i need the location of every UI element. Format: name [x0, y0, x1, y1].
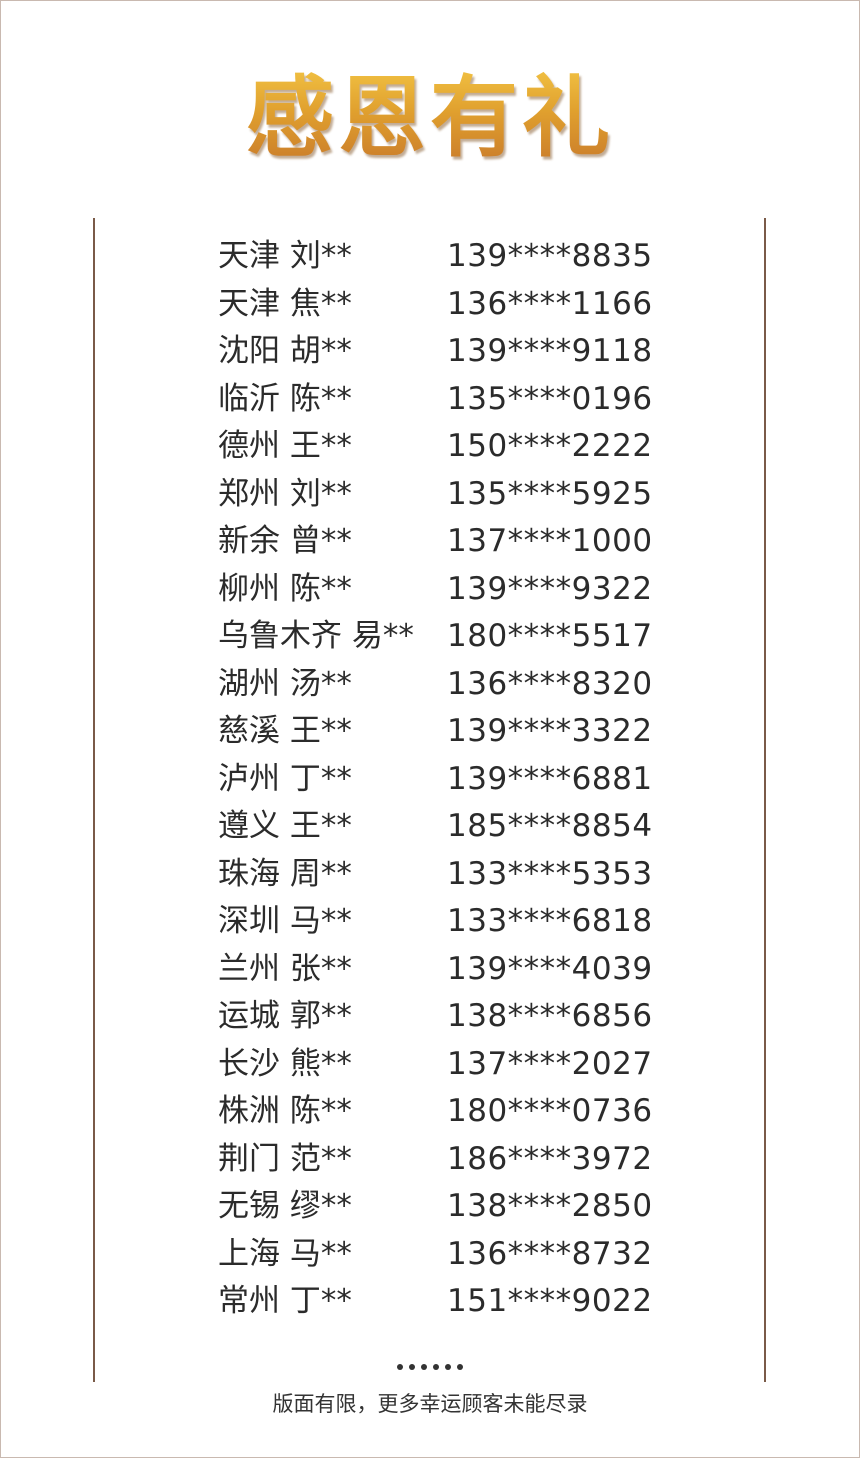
- winner-name: 天津 刘**: [218, 238, 352, 274]
- winner-name: 新余 曾**: [218, 523, 352, 559]
- right-divider: [764, 218, 766, 1382]
- footer-note: 版面有限，更多幸运顾客未能尽录: [272, 1392, 588, 1416]
- winner-name: 遵义 王**: [218, 808, 352, 844]
- winner-name: 沈阳 胡**: [218, 333, 352, 369]
- winner-phone: 136****8732: [447, 1235, 653, 1272]
- winner-phone: 151****9022: [447, 1283, 653, 1319]
- winner-phone: 139****6881: [447, 760, 653, 797]
- winner-phone: 133****6818: [447, 903, 653, 939]
- winner-phone: 186****3972: [447, 1140, 653, 1177]
- winner-name: 乌鲁木齐 易**: [218, 618, 414, 654]
- winner-phone: 139****9118: [447, 333, 653, 369]
- winner-name: 深圳 马**: [218, 903, 352, 939]
- winner-phone: 137****2027: [447, 1045, 653, 1082]
- winner-name: 运城 郭**: [218, 998, 352, 1034]
- winner-phone: 133****5353: [447, 855, 653, 892]
- winner-phone: 135****0196: [447, 380, 653, 417]
- winner-phone: 139****8835: [447, 238, 653, 274]
- winner-name: 湖州 汤**: [218, 665, 352, 702]
- winner-phone: 139****3322: [447, 713, 653, 749]
- winner-phone: 150****2222: [447, 428, 653, 464]
- winner-name: 株洲 陈**: [218, 1093, 352, 1129]
- page-title: 感恩有礼: [0, 62, 860, 172]
- winner-name: 天津 焦**: [218, 285, 352, 322]
- winner-name: 无锡 缪**: [218, 1188, 352, 1224]
- winner-phone: 137****1000: [447, 523, 653, 559]
- winner-name: 珠海 周**: [218, 855, 352, 892]
- winner-phone: 139****4039: [447, 950, 653, 987]
- winner-phone: 136****1166: [447, 285, 653, 322]
- winner-phone: 138****2850: [447, 1188, 653, 1224]
- winner-name: 柳州 陈**: [218, 570, 352, 607]
- ellipsis-dots: [0, 1362, 860, 1374]
- winner-name: 上海 马**: [218, 1235, 352, 1272]
- winner-phone: 180****0736: [447, 1093, 653, 1129]
- winner-name: 长沙 熊**: [218, 1045, 352, 1082]
- left-divider: [93, 218, 95, 1382]
- winner-name: 慈溪 王**: [218, 713, 352, 749]
- winner-phone: 180****5517: [447, 618, 653, 654]
- winner-name: 泸州 丁**: [218, 760, 352, 797]
- winner-phone: 185****8854: [447, 808, 653, 844]
- winner-name: 荆门 范**: [218, 1140, 352, 1177]
- winner-name: 德州 王**: [218, 428, 352, 464]
- winner-name: 临沂 陈**: [218, 380, 352, 417]
- winner-phone: 135****5925: [447, 475, 653, 512]
- winner-phone: 139****9322: [447, 570, 653, 607]
- winner-phone: 138****6856: [447, 998, 653, 1034]
- winner-name: 常州 丁**: [218, 1283, 352, 1319]
- winner-name: 兰州 张**: [218, 950, 352, 987]
- winner-name: 郑州 刘**: [218, 475, 352, 512]
- winner-phone: 136****8320: [447, 665, 653, 702]
